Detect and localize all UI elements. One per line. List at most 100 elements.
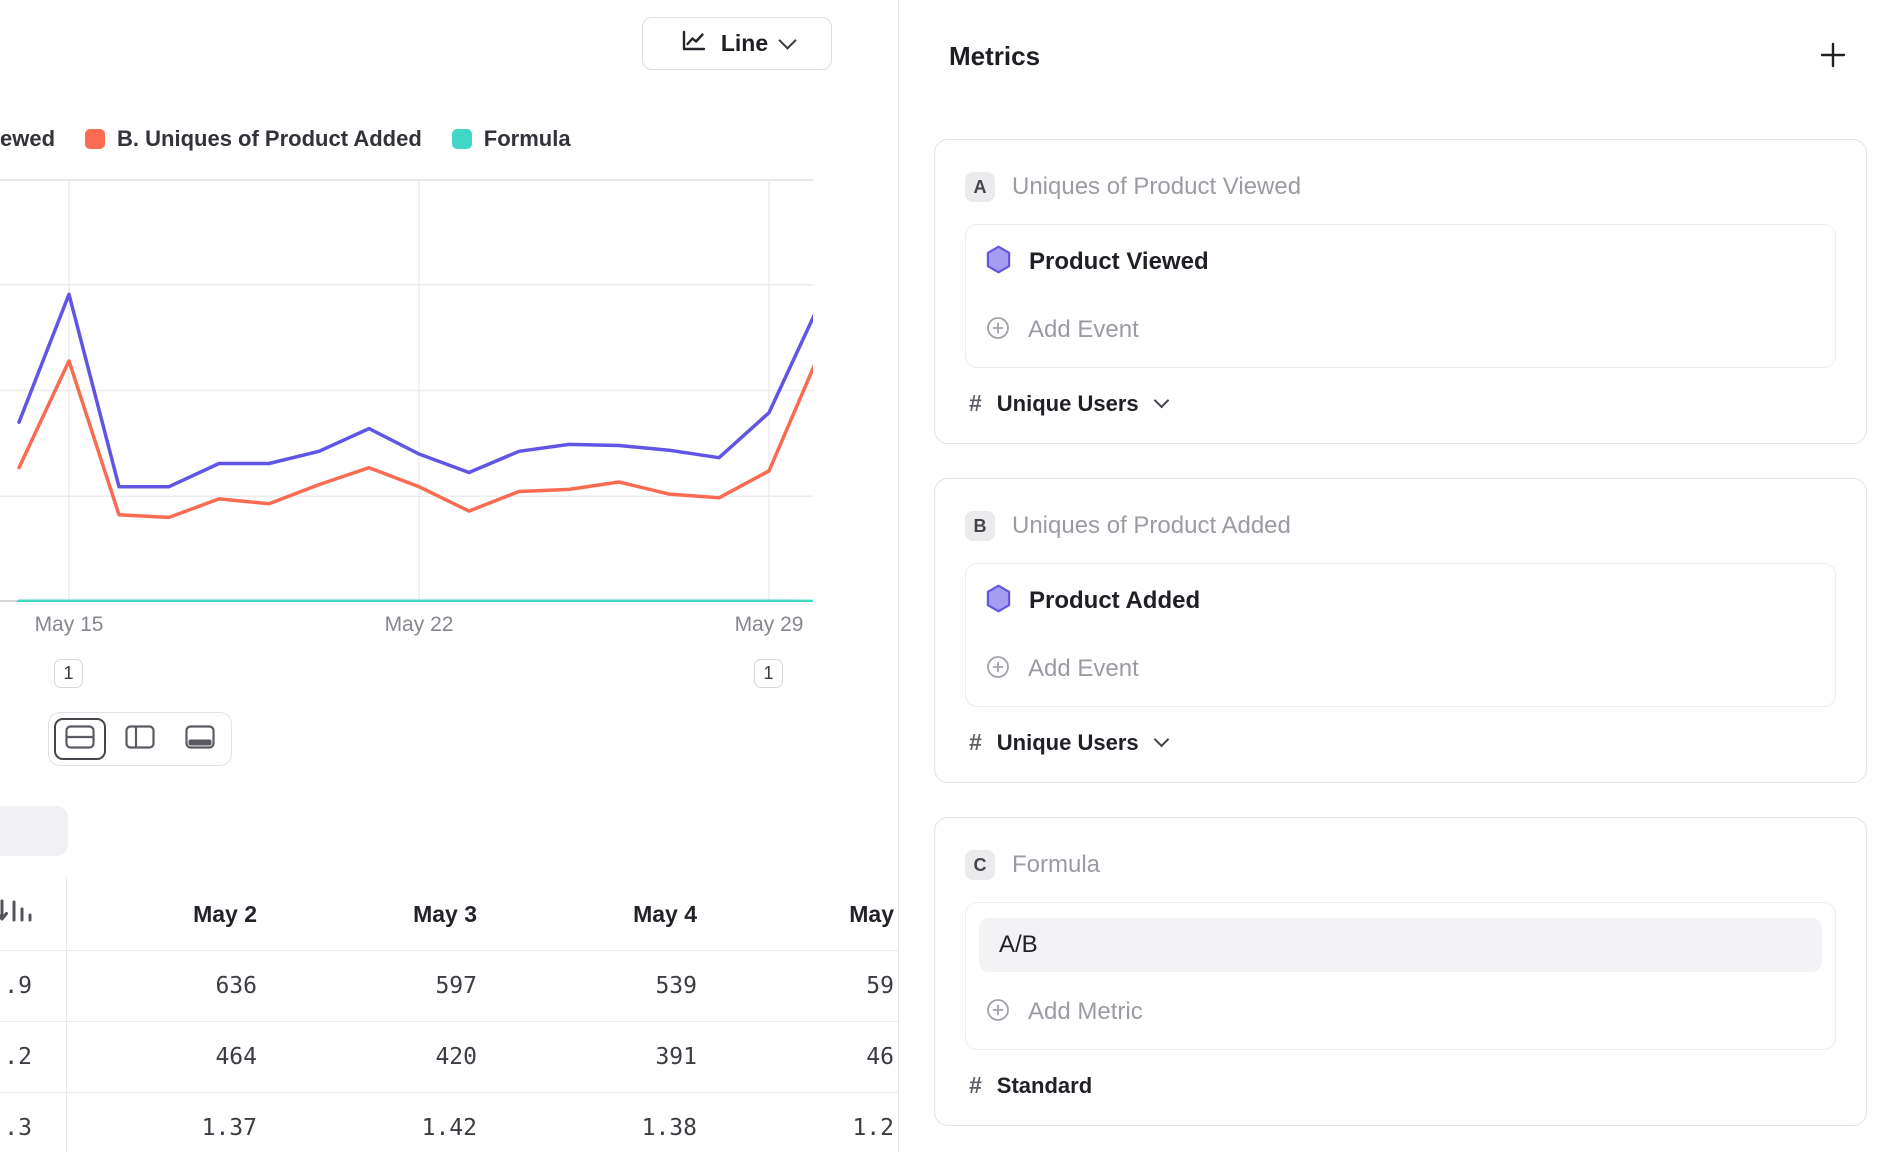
- metric-badge: A: [965, 172, 995, 202]
- table-cell: 59: [866, 973, 894, 999]
- table-cell: .3: [0, 1093, 67, 1152]
- plus-circle-icon: [985, 654, 1011, 685]
- metric-cards: A Uniques of Product Viewed Product View…: [899, 139, 1898, 1126]
- add-metric-label: Add Metric: [1028, 998, 1143, 1025]
- table-cell: 46: [866, 1044, 894, 1070]
- table-cell: 1.37: [201, 1115, 257, 1141]
- legend-item-b[interactable]: B. Uniques of Product Added: [85, 126, 422, 152]
- split-horizontal-icon: [64, 724, 96, 755]
- chevron-down-icon: [778, 31, 797, 50]
- column-header[interactable]: May: [849, 900, 894, 927]
- add-metric-row[interactable]: Add Metric: [966, 978, 1835, 1046]
- add-event-label: Add Event: [1028, 316, 1139, 343]
- table-row: .3 1.37 1.42 1.38 1.2: [0, 1093, 898, 1152]
- legend-label: B. Uniques of Product Added: [117, 126, 422, 151]
- metrics-panel: Metrics A Uniques of Product Viewed: [898, 0, 1898, 1152]
- metrics-panel-header: Metrics: [899, 0, 1898, 73]
- event-row[interactable]: Product Added: [966, 567, 1835, 635]
- annotation-badge[interactable]: 1: [754, 659, 783, 688]
- x-axis-label: May 15: [34, 613, 104, 636]
- column-header[interactable]: May 4: [633, 900, 697, 927]
- metric-card-header: C Formula: [965, 848, 1836, 882]
- table-cell: 636: [215, 973, 257, 999]
- table-row: .2 464 420 391 46: [0, 1022, 898, 1093]
- column-header[interactable]: May 2: [193, 900, 257, 927]
- event-hexagon-icon: [985, 584, 1012, 618]
- legend-item-formula[interactable]: Formula: [451, 126, 571, 152]
- formula-value: A/B: [999, 931, 1038, 958]
- metric-title: Uniques of Product Viewed: [1012, 173, 1302, 200]
- report-panel: Line ewed B. Uniques of Product Added Fo…: [0, 0, 898, 1152]
- metric-title: Formula: [1012, 851, 1101, 878]
- number-icon: #: [969, 390, 982, 416]
- event-name: Product Added: [1029, 587, 1201, 614]
- breakdown-table: May 2 May 3 May 4 May .9 636 597 539 59 …: [0, 878, 898, 1152]
- measure-label: Unique Users: [996, 390, 1139, 416]
- metric-card-body: Product Added Add Event: [965, 563, 1836, 707]
- chart-legend: ewed B. Uniques of Product Added Formula: [0, 126, 571, 152]
- panel-title: Metrics: [949, 41, 1041, 71]
- table-row: .9 636 597 539 59: [0, 951, 898, 1022]
- event-name: Product Viewed: [1029, 248, 1209, 275]
- legend-swatch: [451, 129, 472, 149]
- measure-selector[interactable]: # Unique Users: [965, 390, 1836, 417]
- plus-circle-icon: [985, 997, 1011, 1028]
- table-cell: 597: [435, 973, 477, 999]
- table-cell: 539: [655, 973, 697, 999]
- metric-badge: B: [965, 511, 995, 541]
- event-hexagon-icon: [985, 245, 1012, 279]
- annotation-badge[interactable]: 1: [54, 659, 83, 688]
- measure-label: Standard: [996, 1072, 1093, 1098]
- table-cell: 464: [215, 1044, 257, 1070]
- legend-swatch: [85, 129, 106, 149]
- add-event-row[interactable]: Add Event: [966, 296, 1835, 364]
- event-row[interactable]: Product Viewed: [966, 228, 1835, 296]
- plus-circle-icon: [985, 315, 1011, 346]
- table-cell: 391: [655, 1044, 697, 1070]
- sort-descending-icon: [0, 898, 32, 930]
- line-chart: [0, 179, 813, 602]
- metric-card-header: B Uniques of Product Added: [965, 509, 1836, 543]
- table-cell: 420: [435, 1044, 477, 1070]
- metric-title: Uniques of Product Added: [1012, 512, 1291, 539]
- clipped-button[interactable]: [0, 806, 68, 856]
- chart-type-label: Line: [720, 30, 769, 56]
- x-axis-label: May 29: [734, 613, 804, 636]
- metric-badge: C: [965, 850, 995, 880]
- x-axis-label: May 22: [384, 613, 454, 636]
- metric-card-c: C Formula A/B Add Metric: [934, 817, 1867, 1126]
- metric-card-b: B Uniques of Product Added Product Added: [934, 478, 1867, 783]
- split-vertical-icon: [124, 724, 156, 755]
- number-icon: #: [969, 729, 982, 755]
- sort-column-header[interactable]: [0, 878, 67, 950]
- legend-label: Formula: [483, 126, 571, 151]
- measure-selector[interactable]: # Unique Users: [965, 729, 1836, 756]
- measure-label: Unique Users: [996, 729, 1139, 755]
- table-header-row: May 2 May 3 May 4 May: [0, 878, 898, 951]
- layout-split-vertical-button[interactable]: [114, 718, 166, 760]
- formula-input[interactable]: A/B: [979, 918, 1822, 972]
- layout-bottom-panel-button[interactable]: [174, 718, 226, 760]
- bottom-panel-icon: [184, 724, 216, 755]
- legend-label: ewed: [0, 126, 56, 151]
- legend-item-a[interactable]: ewed: [0, 126, 55, 152]
- chevron-down-icon: [1153, 731, 1169, 748]
- layout-toggle-group: [48, 712, 232, 766]
- metric-card-body: Product Viewed Add Event: [965, 224, 1836, 368]
- layout-split-horizontal-button[interactable]: [54, 718, 106, 760]
- column-header[interactable]: May 3: [413, 900, 477, 927]
- metric-card-a: A Uniques of Product Viewed Product View…: [934, 139, 1867, 444]
- number-icon: #: [969, 1072, 982, 1098]
- measure-selector[interactable]: # Standard: [965, 1072, 1836, 1099]
- chevron-down-icon: [1153, 392, 1169, 409]
- table-cell: .2: [0, 1022, 67, 1092]
- table-cell: 1.42: [421, 1115, 477, 1141]
- add-event-label: Add Event: [1028, 655, 1139, 682]
- metric-card-header: A Uniques of Product Viewed: [965, 170, 1836, 204]
- add-metric-button[interactable]: [1818, 40, 1848, 73]
- table-cell: 1.2: [852, 1115, 894, 1141]
- metric-card-body: A/B Add Metric: [965, 902, 1836, 1050]
- table-cell: .9: [0, 951, 67, 1021]
- chart-type-selector[interactable]: Line: [642, 17, 832, 70]
- add-event-row[interactable]: Add Event: [966, 635, 1835, 703]
